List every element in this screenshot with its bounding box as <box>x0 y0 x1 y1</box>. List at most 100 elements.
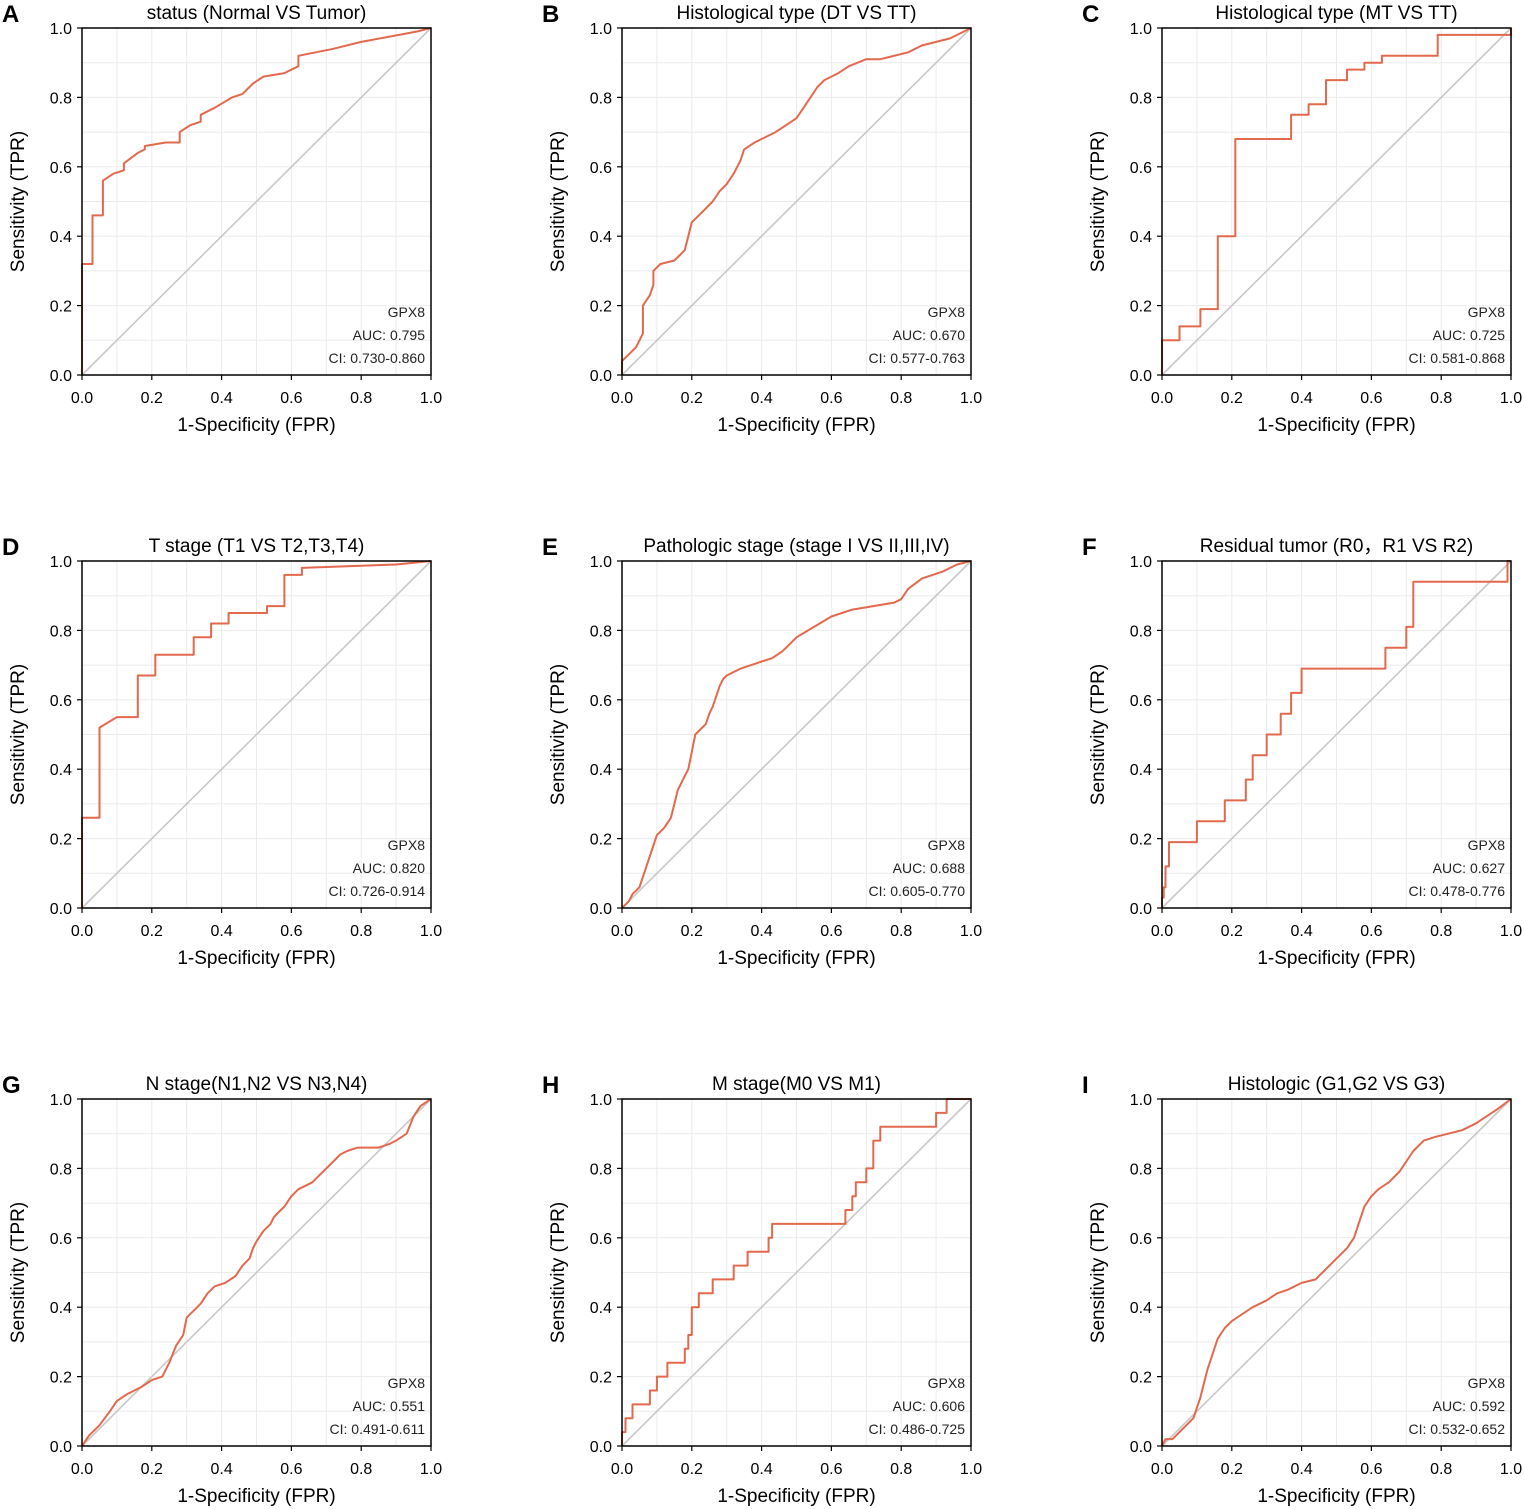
x-tick-label: 0.8 <box>1430 923 1452 940</box>
x-tick-label: 0.2 <box>681 923 703 940</box>
chart-title: N stage(N1,N2 VS N3,N4) <box>146 1074 368 1095</box>
y-tick-label: 0.8 <box>50 623 72 640</box>
x-tick-label: 0.4 <box>750 1461 772 1478</box>
auc-value: AUC: 0.670 <box>893 327 966 343</box>
x-tick-label: 0.6 <box>820 390 842 407</box>
y-tick-label: 0.2 <box>590 299 612 316</box>
x-tick-label: 0.0 <box>1151 923 1173 940</box>
y-axis-label: Sensitivity (TPR) <box>8 1202 29 1343</box>
reference-diagonal <box>81 27 432 376</box>
ci-value: CI: 0.730-0.860 <box>328 350 425 366</box>
plot-frame <box>621 560 972 909</box>
auc-value: AUC: 0.551 <box>353 1398 426 1414</box>
x-axis-label: 1-Specificity (FPR) <box>717 415 875 436</box>
roc-curve <box>621 27 972 375</box>
roc-curve <box>621 1098 971 1446</box>
x-axis-label: 1-Specificity (FPR) <box>1257 415 1415 436</box>
y-tick-label: 0.8 <box>1130 1161 1152 1178</box>
chart-title: Pathologic stage (stage I VS II,III,IV) <box>643 536 949 557</box>
y-tick-label: 0.2 <box>590 1370 612 1387</box>
x-tick-label: 0.4 <box>1290 923 1312 940</box>
plot-frame <box>1161 27 1512 376</box>
roc-panel-h: 0.0 0.2 0.4 0.6 0.8 1.0 0.0 0.2 0.4 0.6 0.8 1.0 H M s… <box>542 1072 982 1507</box>
y-tick-label: 0.6 <box>590 160 612 177</box>
panel-letter: C <box>1082 1 1099 28</box>
reference-diagonal <box>1161 1098 1512 1447</box>
y-tick-label: 0.4 <box>590 762 612 779</box>
y-tick-label: 0.6 <box>50 693 72 710</box>
y-tick-label: 0.8 <box>590 1161 612 1178</box>
x-tick-label: 0.2 <box>141 1461 163 1478</box>
y-axis-label: Sensitivity (TPR) <box>1088 131 1109 272</box>
y-tick-label: 0.8 <box>1130 623 1152 640</box>
x-tick-label: 0.8 <box>350 923 372 940</box>
y-tick-label: 1.0 <box>1130 1092 1152 1109</box>
x-tick-label: 0.4 <box>1290 390 1312 407</box>
x-axis-label: 1-Specificity (FPR) <box>1257 948 1415 969</box>
plot-frame <box>621 27 972 376</box>
x-tick-label: 1.0 <box>960 923 982 940</box>
ci-value: CI: 0.726-0.914 <box>328 883 425 899</box>
roc-panel-f: 0.0 0.2 0.4 0.6 0.8 1.0 0.0 0.2 0.4 0.6 0.8 1.0 F Res… <box>1082 534 1522 969</box>
y-axis-label: Sensitivity (TPR) <box>8 664 29 805</box>
gene-marker-label: GPX8 <box>928 837 966 853</box>
y-tick-label: 0.0 <box>590 901 612 918</box>
x-tick-label: 0.2 <box>141 923 163 940</box>
y-tick-label: 1.0 <box>50 554 72 571</box>
y-tick-label: 0.4 <box>590 229 612 246</box>
y-tick-label: 0.0 <box>590 1439 612 1456</box>
gene-marker-label: GPX8 <box>1468 1375 1506 1391</box>
y-tick-label: 0.4 <box>1130 1300 1152 1317</box>
panel-letter: G <box>2 1072 21 1099</box>
x-tick-label: 0.0 <box>1151 1461 1173 1478</box>
reference-diagonal <box>621 27 972 376</box>
x-tick-label: 0.2 <box>141 390 163 407</box>
x-tick-label: 0.2 <box>1221 390 1243 407</box>
y-tick-label: 0.2 <box>1130 1370 1152 1387</box>
y-axis-label: Sensitivity (TPR) <box>1088 1202 1109 1343</box>
y-tick-label: 0.0 <box>590 368 612 385</box>
y-tick-label: 0.2 <box>590 832 612 849</box>
y-tick-label: 1.0 <box>590 1092 612 1109</box>
chart-title: Residual tumor (R0，R1 VS R2) <box>1200 536 1473 557</box>
x-axis-label: 1-Specificity (FPR) <box>177 948 335 969</box>
plot-frame <box>1161 560 1512 909</box>
x-tick-label: 0.6 <box>280 390 302 407</box>
roc-curve <box>81 1098 432 1447</box>
x-tick-label: 0.6 <box>820 1461 842 1478</box>
x-tick-label: 0.8 <box>1430 1461 1452 1478</box>
x-tick-label: 0.6 <box>1360 390 1382 407</box>
gene-marker-label: GPX8 <box>388 1375 426 1391</box>
x-tick-label: 0.4 <box>1290 1461 1312 1478</box>
y-tick-label: 0.0 <box>1130 368 1152 385</box>
chart-title: M stage(M0 VS M1) <box>712 1074 881 1095</box>
roc-panel-b: 0.0 0.2 0.4 0.6 0.8 1.0 0.0 0.2 0.4 0.6 0.8 1.0 B His… <box>542 1 982 436</box>
y-tick-label: 0.0 <box>50 1439 72 1456</box>
roc-panel-c: 0.0 0.2 0.4 0.6 0.8 1.0 0.0 0.2 0.4 0.6 0.8 1.0 C His… <box>1082 1 1522 436</box>
auc-value: AUC: 0.688 <box>893 860 966 876</box>
x-tick-label: 0.0 <box>611 923 633 940</box>
gene-marker-label: GPX8 <box>388 837 426 853</box>
roc-panel-a: 0.0 0.2 0.4 0.6 0.8 1.0 0.0 0.2 0.4 0.6 0.8 1.0 A sta… <box>2 1 442 436</box>
auc-value: AUC: 0.795 <box>353 327 426 343</box>
y-tick-label: 0.4 <box>1130 762 1152 779</box>
x-tick-label: 0.4 <box>210 1461 232 1478</box>
x-tick-label: 0.6 <box>820 923 842 940</box>
gene-marker-label: GPX8 <box>1468 304 1506 320</box>
y-tick-label: 0.8 <box>50 90 72 107</box>
x-tick-label: 0.2 <box>681 1461 703 1478</box>
y-tick-label: 0.6 <box>590 1231 612 1248</box>
y-tick-label: 0.6 <box>1130 1231 1152 1248</box>
ci-value: CI: 0.532-0.652 <box>1408 1421 1505 1437</box>
x-tick-label: 0.8 <box>890 923 912 940</box>
reference-diagonal <box>81 560 432 909</box>
gene-marker-label: GPX8 <box>1468 837 1506 853</box>
x-tick-label: 0.0 <box>611 390 633 407</box>
y-tick-label: 0.2 <box>50 299 72 316</box>
y-tick-label: 0.0 <box>50 368 72 385</box>
chart-title: Histological type (MT VS TT) <box>1215 3 1457 24</box>
roc-curve <box>1161 28 1512 375</box>
panel-letter: E <box>542 534 558 561</box>
y-tick-label: 0.2 <box>1130 299 1152 316</box>
x-tick-label: 0.4 <box>750 923 772 940</box>
